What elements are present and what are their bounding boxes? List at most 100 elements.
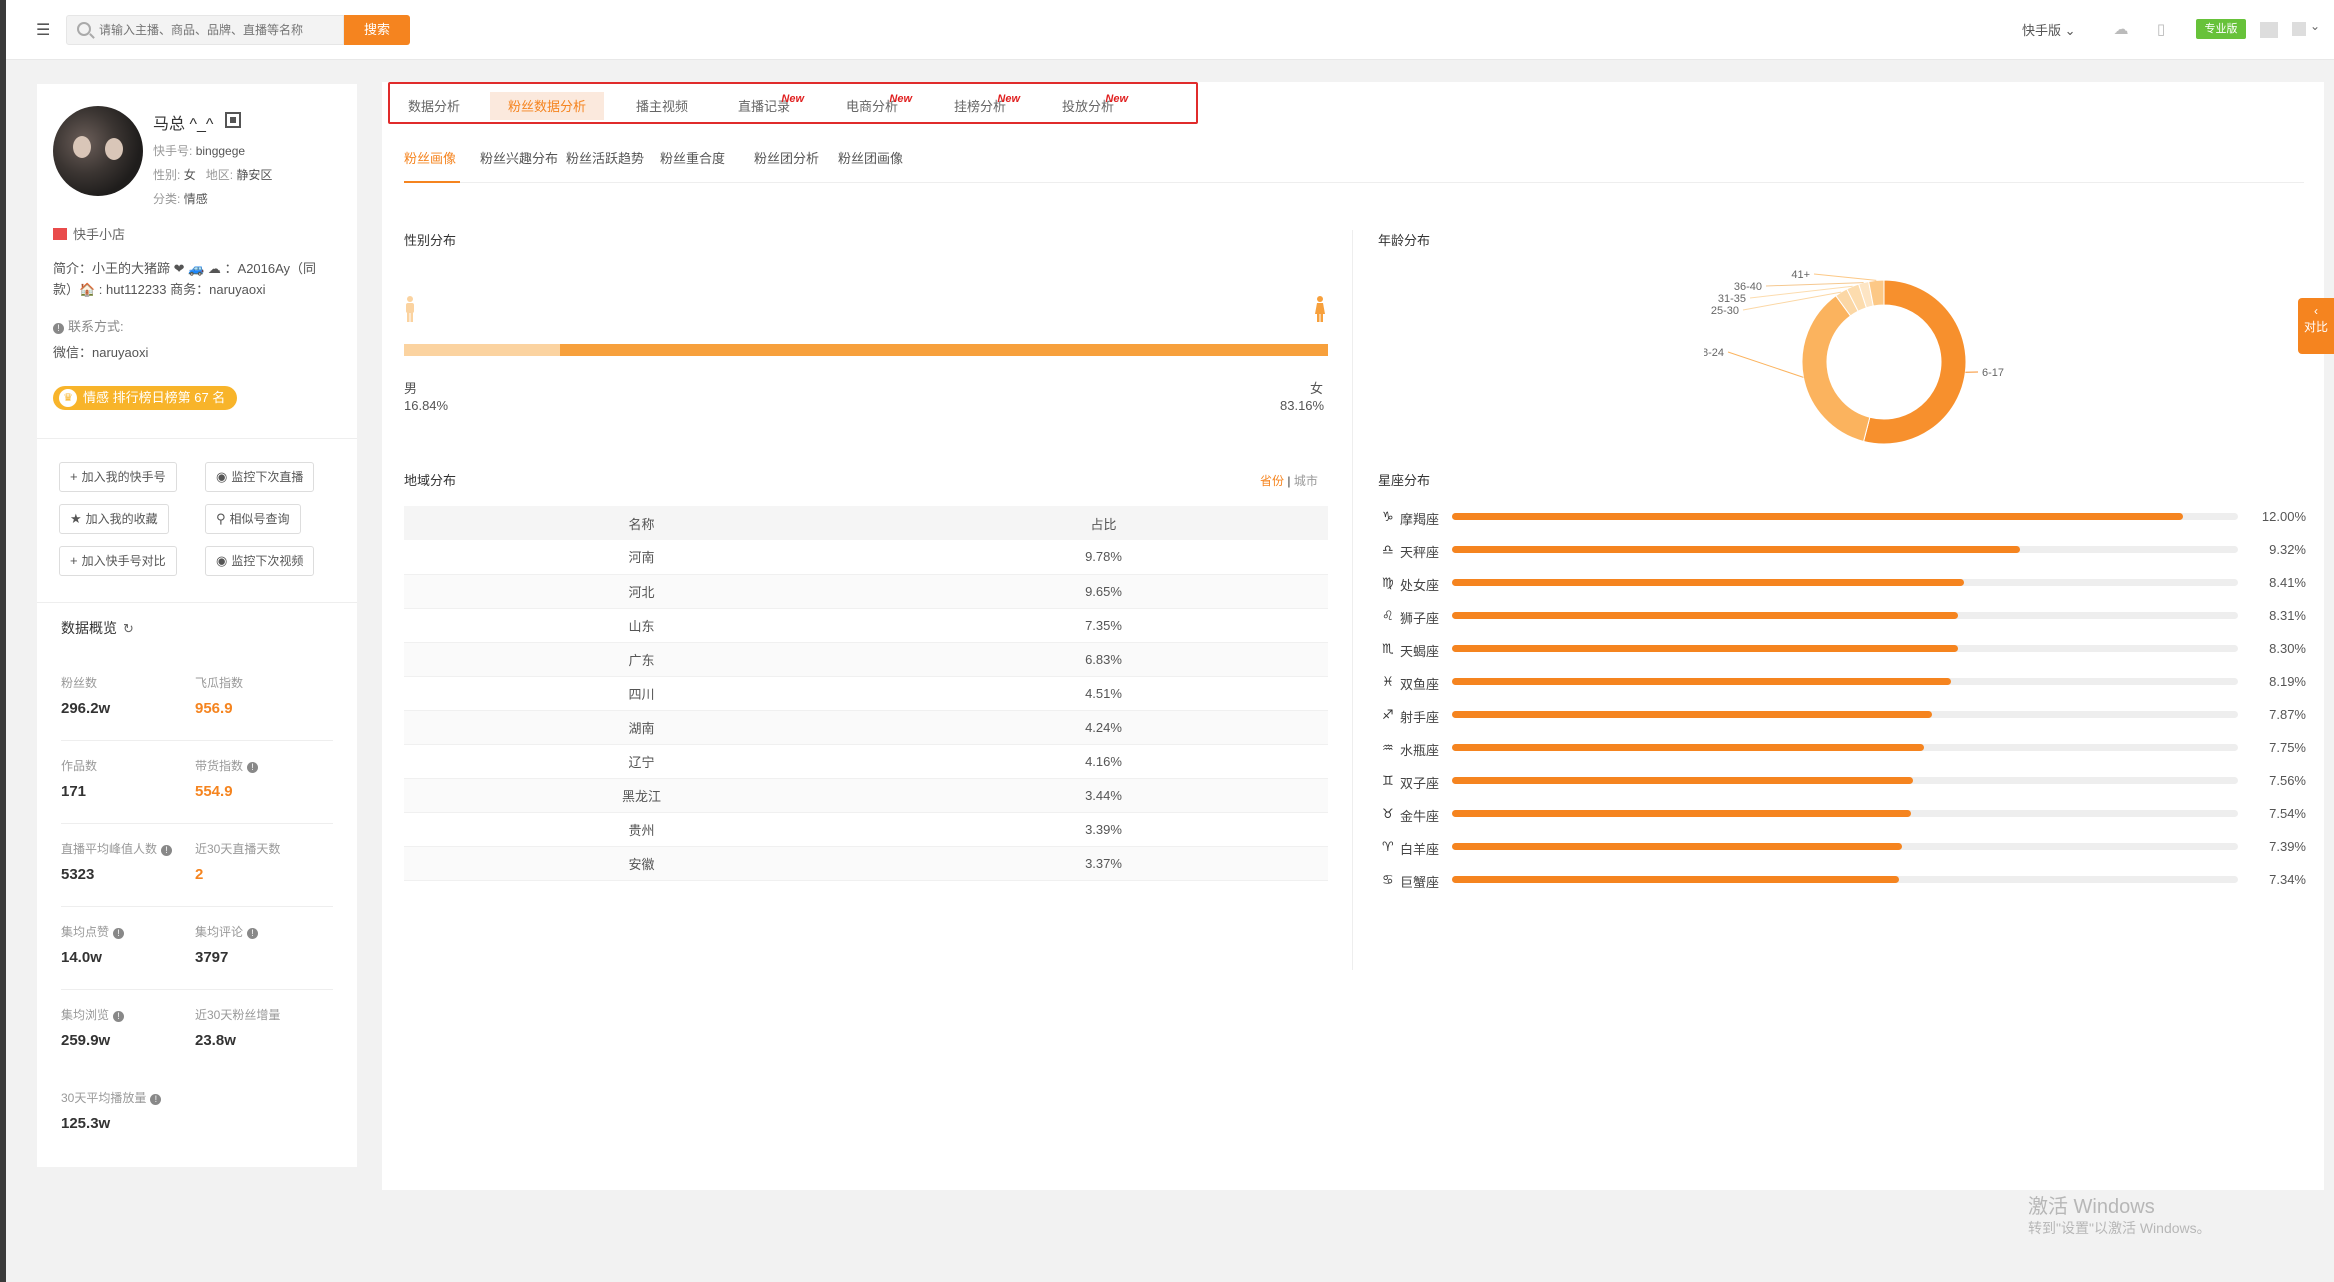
qrcode-icon[interactable] xyxy=(225,112,241,128)
stat-label: 近30天直播天数 xyxy=(195,840,280,857)
stat-label-text: 近30天粉丝增量 xyxy=(195,1008,281,1022)
overview-title-text: 数据概览 xyxy=(61,620,117,636)
phone-icon[interactable]: ▯ xyxy=(2156,21,2166,38)
stat-label-text: 直播平均峰值人数 xyxy=(61,842,158,856)
tab-2[interactable]: 播主视频 xyxy=(618,92,706,120)
zodiac-name: 天蝎座 xyxy=(1400,644,1440,659)
menu-icon[interactable]: ☰ xyxy=(36,22,51,39)
subtab-0[interactable]: 粉丝画像 xyxy=(404,151,457,166)
overview-title: 数据概览 ↻ xyxy=(61,618,134,638)
toggle-province[interactable]: 省份 xyxy=(1260,474,1285,488)
age-slice[interactable] xyxy=(1801,294,1871,443)
table-row: 辽宁 4.16% xyxy=(404,744,1328,779)
subtab-4[interactable]: 粉丝团分析 xyxy=(754,151,820,166)
zodiac-row: ♊ 双子座 7.56% xyxy=(1382,770,2306,792)
tab-4[interactable]: 电商分析 New xyxy=(828,92,916,120)
chevron-down-icon[interactable]: ⌄ xyxy=(2310,19,2321,33)
zodiac-bar-fill xyxy=(1452,546,2020,553)
shop-link[interactable]: 快手小店 xyxy=(53,224,125,243)
region-name-cell: 贵州 xyxy=(404,812,880,847)
user-avatar-icon[interactable] xyxy=(2292,22,2306,36)
region-name-cell: 辽宁 xyxy=(404,744,880,779)
notification-icon[interactable] xyxy=(2260,22,2278,38)
main-panel: 数据分析 粉丝数据分析 播主视频 直播记录 New 电商分析 New 挂榜分析 New 投放分析 N… xyxy=(382,82,2324,1190)
tab-0[interactable]: 数据分析 xyxy=(390,92,478,120)
search-button[interactable]: 搜索 xyxy=(344,15,410,45)
table-row: 贵州 3.39% xyxy=(404,812,1328,847)
rank-badge[interactable]: ♛ 情感 排行榜日榜第 67 名 xyxy=(53,386,238,410)
age-slice[interactable] xyxy=(1862,279,1967,445)
eye-icon: ◉ xyxy=(216,469,228,484)
zodiac-bar-fill xyxy=(1452,744,1925,751)
kuaishou-id-label: 快手号: xyxy=(153,144,193,158)
add-compare-button[interactable]: + 加入快手号对比 xyxy=(59,546,177,576)
stat-label-text: 粉丝数 xyxy=(61,676,98,690)
info-icon[interactable]: ! xyxy=(113,928,125,939)
toggle-city[interactable]: 城市 xyxy=(1293,474,1318,488)
zodiac-percent: 7.56% xyxy=(2269,773,2306,788)
zodiac-bar-fill xyxy=(1452,711,1932,718)
subtab-5[interactable]: 粉丝团画像 xyxy=(838,151,904,166)
info-icon[interactable]: ! xyxy=(161,845,173,856)
new-badge: New xyxy=(1105,93,1129,105)
zodiac-name: 射手座 xyxy=(1400,710,1440,725)
tab-5[interactable]: 挂榜分析 New xyxy=(936,92,1024,120)
intro-line-2: 款）🏠 : hut112233 商务：naruyaoxi xyxy=(53,282,266,297)
stat-label: 30天平均播放量! xyxy=(61,1089,162,1106)
search-input[interactable] xyxy=(99,20,339,40)
eye-icon: ◉ xyxy=(216,553,228,568)
zodiac-bar-fill xyxy=(1452,876,1900,883)
column-header-percent: 占比 xyxy=(879,506,1328,540)
divider xyxy=(61,906,333,907)
monitor-video-button[interactable]: ◉ 监控下次视频 xyxy=(205,546,315,576)
cloud-icon[interactable]: ☁ xyxy=(2113,21,2129,38)
region-name-cell: 四川 xyxy=(404,676,880,711)
info-icon[interactable]: ! xyxy=(247,762,259,773)
zodiac-bar-track xyxy=(1452,513,2238,520)
compare-side-button[interactable]: ‹ 对比 xyxy=(2298,298,2334,354)
add-my-kuaishou-button[interactable]: + 加入我的快手号 xyxy=(59,462,177,492)
table-row: 山东 7.35% xyxy=(404,608,1328,643)
age-label-line xyxy=(1765,282,1864,287)
tab-6[interactable]: 投放分析 New xyxy=(1044,92,1132,120)
tab-label: 数据分析 xyxy=(408,99,461,114)
tab-1[interactable]: 粉丝数据分析 xyxy=(490,92,605,120)
add-favorite-button[interactable]: ★ 加入我的收藏 xyxy=(59,504,169,534)
tab-3[interactable]: 直播记录 New xyxy=(720,92,808,120)
zodiac-sign-icon: ♍ xyxy=(1382,575,1394,590)
tab-label: 直播记录 xyxy=(738,99,791,114)
info-icon[interactable]: ! xyxy=(150,1094,162,1105)
age-slice[interactable] xyxy=(1868,279,1885,307)
wechat-contact: 微信：naruyaoxi xyxy=(53,345,149,360)
monitor-live-label: 监控下次直播 xyxy=(231,470,304,484)
pro-badge[interactable]: 专业版 xyxy=(2196,19,2246,39)
similar-search-label: 相似号查询 xyxy=(229,512,290,526)
stat-value: 125.3w xyxy=(61,1115,111,1132)
subtab-2[interactable]: 粉丝活跃趋势 xyxy=(566,151,645,166)
subtab-1[interactable]: 粉丝兴趣分布 xyxy=(480,151,559,166)
similar-search-button[interactable]: ⚲ 相似号查询 xyxy=(205,504,301,534)
zodiac-percent: 12.00% xyxy=(2261,509,2306,524)
zodiac-row: ♏ 天蝎座 8.30% xyxy=(1382,638,2306,660)
region-value: 静安区 xyxy=(236,168,273,182)
stat-value: 23.8w xyxy=(195,1032,236,1049)
stat-value: 14.0w xyxy=(61,949,102,966)
stat-label-text: 集均点赞 xyxy=(61,925,110,939)
zodiac-bar-track xyxy=(1452,579,2238,586)
subtab-3[interactable]: 粉丝重合度 xyxy=(660,151,726,166)
gender-label: 性别: xyxy=(153,168,181,182)
divider xyxy=(37,438,357,439)
table-row: 湖南 4.24% xyxy=(404,710,1328,745)
search-icon: ⚲ xyxy=(216,511,226,526)
toggle-separator: | xyxy=(1287,474,1291,488)
profile-intro: 简介：小王的大猪蹄 ❤ 🚙 ☁ ：A2016Ay（同 款）🏠 : hut1122… xyxy=(53,258,349,300)
subtab-divider xyxy=(404,182,2304,183)
region-name-cell: 安徽 xyxy=(404,846,880,881)
monitor-live-button[interactable]: ◉ 监控下次直播 xyxy=(205,462,315,492)
subtab-active-underline xyxy=(404,181,460,183)
zodiac-percent: 7.39% xyxy=(2269,839,2306,854)
version-select[interactable]: 快手版 ⌄ xyxy=(2022,20,2076,39)
info-icon[interactable]: ! xyxy=(247,928,259,939)
refresh-icon[interactable]: ↻ xyxy=(123,621,134,636)
info-icon[interactable]: ! xyxy=(113,1011,125,1022)
